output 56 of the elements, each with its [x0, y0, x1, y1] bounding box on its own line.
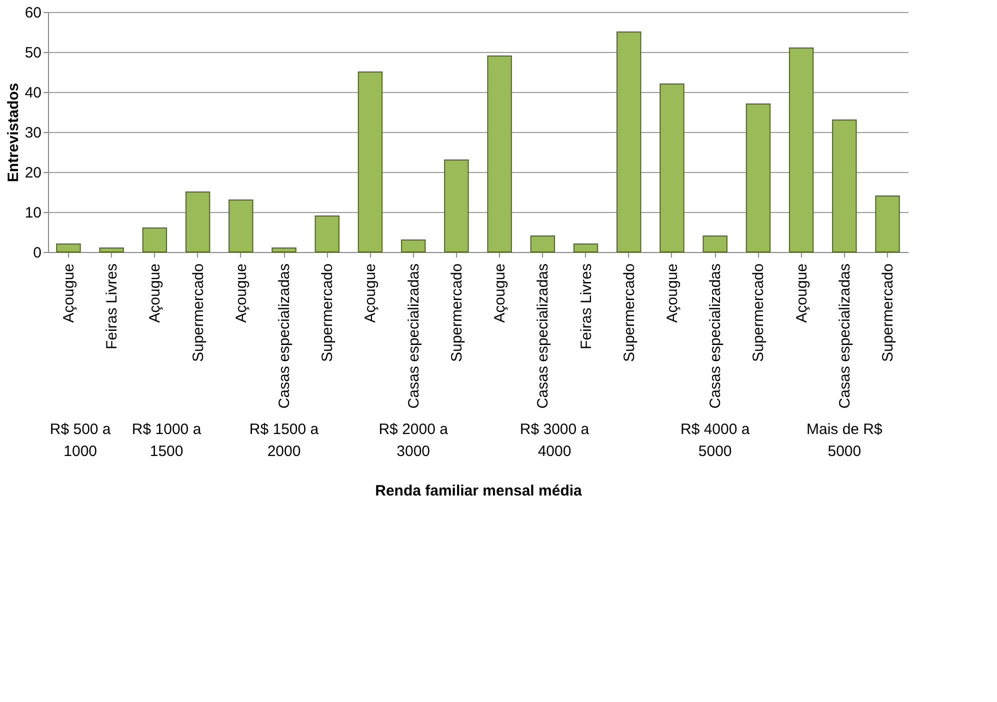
x-tick-label: Açougue	[664, 264, 681, 323]
x-tick-label: Feiras Livres	[578, 264, 595, 350]
x-tick-label: Supermercado	[448, 264, 466, 362]
bar	[832, 120, 857, 252]
text: R$ 500 a 1000	[50, 421, 112, 460]
bar	[702, 236, 728, 252]
x-tick-label: Açougue	[232, 264, 250, 323]
bar	[573, 244, 598, 252]
y-tick-label: 60	[24, 4, 42, 22]
bar	[142, 228, 168, 252]
x-tick-label: Açougue	[146, 264, 164, 323]
x-tick-label: Casas especializadas	[276, 264, 294, 409]
x-tick-label: Casas especializadas	[405, 264, 422, 409]
bar	[444, 160, 469, 252]
bar	[487, 56, 512, 252]
x-tick-label: Supermercado	[880, 264, 897, 362]
bar	[185, 192, 210, 252]
x-tick-label: Açougue	[60, 264, 78, 323]
bar	[314, 216, 340, 252]
x-tick-label: Açougue	[492, 264, 509, 323]
text: R$ 1500 a 2000	[249, 421, 320, 460]
y-tick-label: 40	[24, 84, 42, 102]
bar	[272, 248, 296, 252]
text: R$ 3000 a 4000	[520, 421, 590, 460]
text: R$ 2000 a 3000	[378, 421, 449, 460]
bar	[616, 32, 642, 252]
bar	[788, 48, 814, 252]
bar	[660, 84, 684, 252]
text: R$ 4000 a 5000	[680, 421, 750, 460]
x-tick-label: Supermercado	[190, 264, 207, 362]
x-tick-label: Casas especializadas	[534, 264, 552, 409]
bar	[746, 104, 771, 252]
bar	[530, 236, 556, 252]
y-tick-label: 30	[24, 124, 42, 142]
x-tick-label: Supermercado	[750, 264, 768, 362]
y-tick-label: 50	[24, 44, 42, 62]
x-axis-title: Renda familiar mensal média	[375, 482, 583, 500]
x-tick-label: Açougue	[362, 264, 380, 323]
x-tick-label: Supermercado	[620, 264, 638, 362]
y-tick-label: 0	[33, 244, 42, 262]
text: R$ 1000 a 1500	[132, 421, 202, 460]
bar	[875, 196, 900, 252]
bar	[400, 240, 426, 252]
y-tick-label: 20	[24, 164, 42, 182]
bar	[358, 72, 383, 252]
y-tick-label: 10	[24, 204, 42, 222]
bar	[228, 200, 254, 252]
bar	[99, 248, 124, 252]
x-tick-label: Supermercado	[319, 264, 336, 362]
x-tick-label: Casas especializadas	[836, 264, 854, 409]
bar	[56, 244, 81, 252]
y-axis-title: Entrevistados	[4, 82, 22, 182]
text: Mais de R$ 5000	[806, 421, 883, 460]
x-tick-label: Casas especializadas	[707, 264, 724, 409]
x-tick-label: Açougue	[793, 264, 810, 323]
x-tick-label: Feiras Livres	[104, 264, 121, 350]
